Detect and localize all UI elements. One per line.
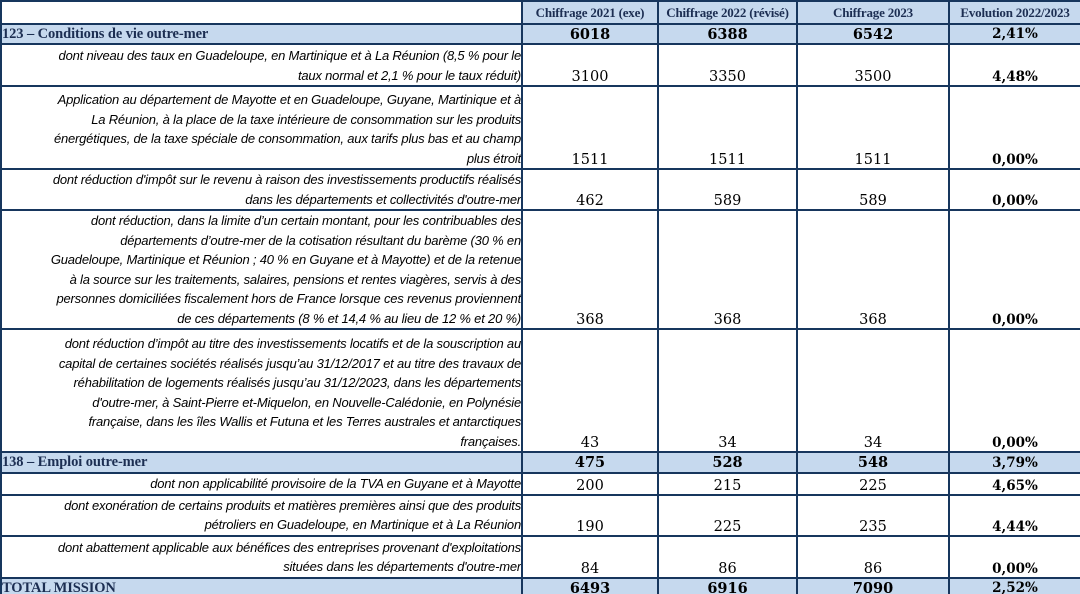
value-2023: 3500 <box>796 43 950 87</box>
evolution-value: 3,79% <box>948 451 1080 474</box>
row-label-line: Application au département de Mayotte et… <box>57 92 521 107</box>
value-2022: 589 <box>657 168 798 211</box>
row-label: dont réduction d'impôt sur le revenu à r… <box>0 168 523 211</box>
row-label-line: dont réduction d’impôt au titre des inve… <box>64 336 521 351</box>
table-row: dont non applicabilité provisoire de la … <box>0 472 1080 496</box>
value-2023: 7090 <box>796 576 950 594</box>
evolution-value: 0,00% <box>948 168 1080 211</box>
value-2022: 6916 <box>657 576 798 594</box>
row-label-line: françaises. <box>460 433 521 449</box>
value-2021: 3100 <box>521 43 659 87</box>
evolution-value: 0,00% <box>948 328 1080 453</box>
header-row: Chiffrage 2021 (exe) Chiffrage 2022 (rév… <box>0 0 1080 25</box>
row-label-line: dont niveau des taux en Guadeloupe, en M… <box>58 48 521 63</box>
value-2023: 235 <box>796 493 950 537</box>
value-2023: 34 <box>796 328 950 453</box>
row-label-line: française, dans les îles Wallis et Futun… <box>88 414 521 429</box>
value-2022: 34 <box>657 328 798 453</box>
value-2022: 215 <box>657 472 798 496</box>
value-2022: 528 <box>657 451 798 474</box>
row-label-line: La Réunion, à la place de la taxe intéri… <box>91 111 521 127</box>
row-label-line: dont réduction, dans la limite d’un cert… <box>90 213 521 228</box>
value-2022: 368 <box>657 209 798 330</box>
evolution-value: 0,00% <box>948 209 1080 330</box>
row-label-line: dans les départements et collectivités d… <box>245 191 521 207</box>
row-label-line: départements d’outre-mer de la cotisatio… <box>120 232 521 248</box>
value-2021: 6493 <box>521 576 659 594</box>
row-label-line: situées dans les départements d'outre-me… <box>283 559 521 574</box>
row-label: dont non applicabilité provisoire de la … <box>0 472 523 496</box>
table-row: dont niveau des taux en Guadeloupe, en M… <box>0 43 1080 87</box>
value-2023: 589 <box>796 168 950 211</box>
row-label: dont niveau des taux en Guadeloupe, en M… <box>0 43 523 87</box>
column-header-evolution: Evolution 2022/2023 <box>948 0 1080 25</box>
table-row: dont abattement applicable aux bénéfices… <box>0 534 1080 579</box>
corner-cell <box>0 0 523 25</box>
evolution-value: 4,44% <box>948 493 1080 537</box>
row-label: dont réduction, dans la limite d’un cert… <box>0 209 523 330</box>
value-2022: 225 <box>657 493 798 537</box>
row-label-line: personnes domiciliées fiscalement hors d… <box>56 291 521 306</box>
table-row: Application au département de Mayotte et… <box>0 85 1080 170</box>
row-label-line: énergétiques, de la taxe spéciale de con… <box>53 131 521 146</box>
value-2023: 368 <box>796 209 950 330</box>
row-label-line: pétroliers en Guadeloupe, en Martinique … <box>204 517 521 532</box>
value-2023: 6542 <box>796 23 950 45</box>
value-2022: 1511 <box>657 85 798 170</box>
column-header-2022: Chiffrage 2022 (révisé) <box>657 0 798 25</box>
value-2022: 86 <box>657 534 798 579</box>
value-2021: 1511 <box>521 85 659 170</box>
column-header-2021: Chiffrage 2021 (exe) <box>521 0 659 25</box>
row-label-line: capital de certaines sociétés réalisés j… <box>58 355 521 371</box>
row-label: Application au département de Mayotte et… <box>0 85 523 170</box>
value-2023: 86 <box>796 534 950 579</box>
section-row: 138 – Emploi outre-mer 475 528 548 3,79% <box>0 451 1080 474</box>
row-label: TOTAL MISSION <box>0 576 523 594</box>
row-label-line: réhabilitation de logements réalisés jus… <box>73 375 521 390</box>
section-row: 123 – Conditions de vie outre-mer 6018 638… <box>0 23 1080 45</box>
table-row: dont réduction d'impôt sur le revenu à r… <box>0 168 1080 211</box>
value-2023: 225 <box>796 472 950 496</box>
row-label: dont exonération de certains produits et… <box>0 493 523 537</box>
row-label: 123 – Conditions de vie outre-mer <box>0 23 523 45</box>
column-header-2023: Chiffrage 2023 <box>796 0 950 25</box>
value-2021: 462 <box>521 168 659 211</box>
table-row: dont réduction d’impôt au titre des inve… <box>0 328 1080 453</box>
row-label-line: Guadeloupe, Martinique et Réunion ; 40 %… <box>50 252 521 267</box>
row-label-line: de ces départements (8 % et 14,4 % au li… <box>177 310 521 326</box>
row-label-line: d'outre-mer, à Saint-Pierre et-Miquelon,… <box>92 394 521 410</box>
row-label-line: taux normal et 2,1 % pour le taux réduit… <box>297 67 521 83</box>
evolution-value: 4,65% <box>948 472 1080 496</box>
evolution-value: 0,00% <box>948 85 1080 170</box>
row-label-line: plus étroit <box>466 150 521 166</box>
value-2023: 548 <box>796 451 950 474</box>
table-row: dont exonération de certains produits et… <box>0 493 1080 537</box>
value-2021: 200 <box>521 472 659 496</box>
value-2021: 6018 <box>521 23 659 45</box>
value-2023: 1511 <box>796 85 950 170</box>
row-label-line: dont exonération de certains produits et… <box>64 497 521 513</box>
value-2022: 6388 <box>657 23 798 45</box>
total-row: TOTAL MISSION 6493 6916 7090 2,52% <box>0 576 1080 594</box>
row-label: dont abattement applicable aux bénéfices… <box>0 534 523 579</box>
evolution-value: 0,00% <box>948 534 1080 579</box>
value-2021: 368 <box>521 209 659 330</box>
row-label: dont réduction d’impôt au titre des inve… <box>0 328 523 453</box>
value-2021: 43 <box>521 328 659 453</box>
evolution-value: 2,41% <box>948 23 1080 45</box>
row-label-line: dont réduction d'impôt sur le revenu à r… <box>52 172 521 187</box>
row-label-line: dont non applicabilité provisoire de la … <box>150 476 521 491</box>
evolution-value: 2,52% <box>948 576 1080 594</box>
table-row: dont réduction, dans la limite d’un cert… <box>0 209 1080 330</box>
value-2021: 475 <box>521 451 659 474</box>
evolution-value: 4,48% <box>948 43 1080 87</box>
row-label-line: dont abattement applicable aux bénéfices… <box>57 539 521 555</box>
row-label-line: à la source sur les traitements, salaire… <box>69 271 521 287</box>
value-2021: 190 <box>521 493 659 537</box>
value-2021: 84 <box>521 534 659 579</box>
row-label: 138 – Emploi outre-mer <box>0 451 523 474</box>
value-2022: 3350 <box>657 43 798 87</box>
